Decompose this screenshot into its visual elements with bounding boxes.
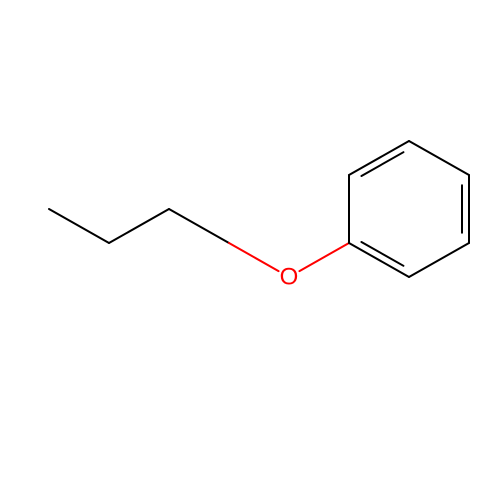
bond-line [169,209,229,243]
bond-line [299,243,349,271]
bond-line [49,209,109,243]
o-atom-label: O [280,264,299,291]
bond-line [349,243,409,277]
molecule-canvas: O [0,0,500,500]
bond-line [349,141,409,175]
bond-line [109,209,169,243]
bond-line [409,243,469,277]
bond-line [409,141,469,175]
bond-line [229,243,279,271]
